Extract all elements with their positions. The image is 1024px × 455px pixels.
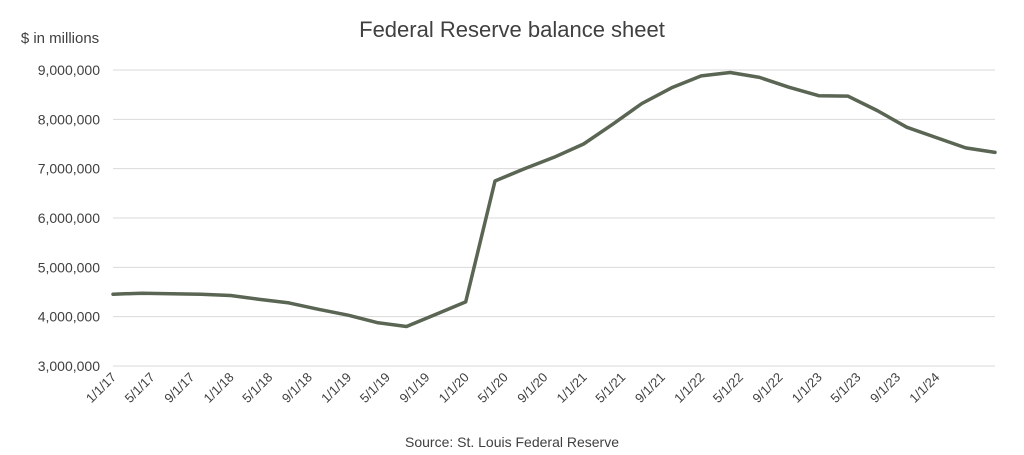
gridlines <box>113 69 995 367</box>
x-tick-label: 1/1/23 <box>789 370 825 406</box>
x-tick-label: 5/1/22 <box>710 370 746 406</box>
x-tick-label: 9/1/20 <box>514 370 550 406</box>
x-tick-label: 1/1/22 <box>671 370 707 406</box>
x-tick-label: 9/1/17 <box>161 370 197 406</box>
y-tick-label: 4,000,000 <box>38 309 100 325</box>
x-tick-label: 1/1/18 <box>201 370 237 406</box>
x-tick-label: 5/1/17 <box>122 370 158 406</box>
x-tick-label: 1/1/21 <box>554 370 590 406</box>
x-tick-label: 9/1/18 <box>279 370 315 406</box>
x-tick-label: 1/1/17 <box>83 370 119 406</box>
x-tick-label: 1/1/24 <box>906 370 942 406</box>
y-tick-label: 9,000,000 <box>38 62 100 78</box>
source-note: Source: St. Louis Federal Reserve <box>405 434 619 450</box>
data-points <box>112 71 997 328</box>
balance-sheet-line <box>111 70 997 329</box>
y-axis-tick-labels: 3,000,000 4,000,000 5,000,000 6,000,000 7,00… <box>38 62 100 374</box>
y-tick-label: 6,000,000 <box>38 210 100 226</box>
x-tick-label: 1/1/20 <box>436 370 472 406</box>
x-tick-label: 5/1/23 <box>827 370 863 406</box>
x-axis-tick-labels: 1/1/17 5/1/17 9/1/17 1/1/18 5/1/18 9/1/18 1/1/… <box>83 370 943 406</box>
y-tick-label: 7,000,000 <box>38 161 100 177</box>
x-tick-label: 9/1/21 <box>632 370 668 406</box>
y-tick-label: 5,000,000 <box>38 259 100 275</box>
y-axis-unit-label: $ in millions <box>21 30 99 47</box>
x-tick-label: 1/1/19 <box>318 370 354 406</box>
x-tick-label: 5/1/18 <box>239 370 275 406</box>
y-tick-label: 3,000,000 <box>38 358 100 374</box>
chart-title: Federal Reserve balance sheet <box>359 17 665 42</box>
y-tick-label: 8,000,000 <box>38 111 100 127</box>
x-tick-label: 9/1/23 <box>867 370 903 406</box>
x-tick-label: 5/1/21 <box>592 370 628 406</box>
x-tick-label: 9/1/22 <box>749 370 785 406</box>
x-tick-label: 5/1/20 <box>475 370 511 406</box>
x-tick-label: 5/1/19 <box>357 370 393 406</box>
x-tick-label: 9/1/19 <box>396 370 432 406</box>
